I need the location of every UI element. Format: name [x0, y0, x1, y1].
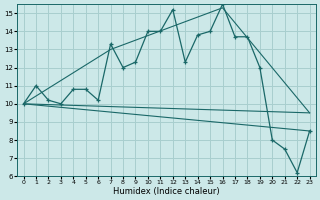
X-axis label: Humidex (Indice chaleur): Humidex (Indice chaleur) — [113, 187, 220, 196]
